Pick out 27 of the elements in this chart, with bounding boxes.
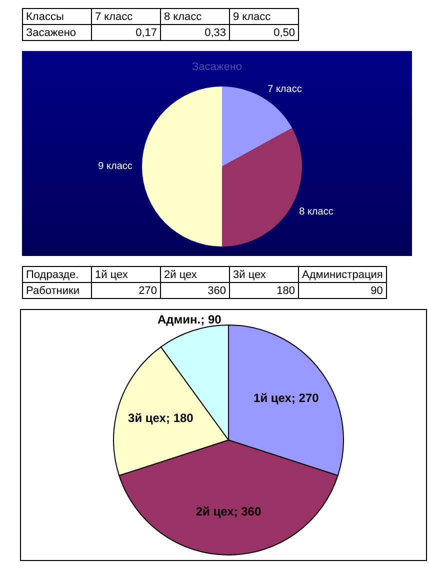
text: 1й цех <box>92 266 160 282</box>
text: 180 <box>230 282 298 298</box>
slice-label: 8 класс <box>299 206 334 218</box>
text: Классы <box>22 8 92 24</box>
text: 360 <box>160 282 230 298</box>
text: 0,17 <box>92 24 160 40</box>
text: 7 класс <box>92 8 160 24</box>
text: 8 класс <box>160 8 230 24</box>
text: 2й цех <box>160 266 230 282</box>
text: Подразде. <box>22 266 92 282</box>
text: Работники <box>22 282 92 298</box>
text: 3й цех <box>230 266 298 282</box>
slice-label: 7 класс <box>268 84 302 95</box>
chart-title: Засажено <box>190 61 244 73</box>
slice-label: 9 класс <box>98 161 132 172</box>
data-label: 1й цех; 270 <box>254 391 320 406</box>
text: 90 <box>298 282 386 298</box>
text: Администрация <box>298 266 386 282</box>
data-label: 2й цех; 360 <box>196 504 262 518</box>
text: 0,33 <box>160 24 230 40</box>
pie-slice <box>142 86 222 246</box>
text: 0,50 <box>230 24 298 40</box>
data-label: Админ.; 90 <box>158 312 222 327</box>
text: 270 <box>92 282 160 298</box>
text: Засажено <box>22 24 92 40</box>
data-label: 3й цех; 180 <box>128 410 194 425</box>
text: 9 класс <box>230 8 298 24</box>
